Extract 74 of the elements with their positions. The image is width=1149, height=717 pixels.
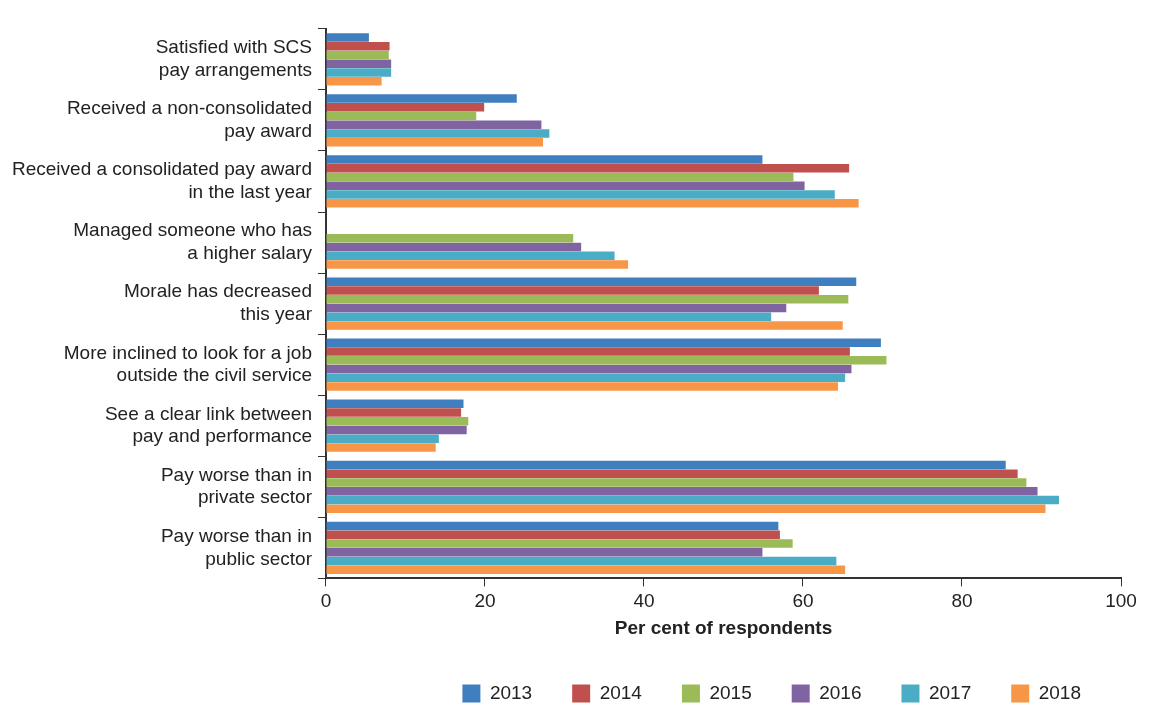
y-tick-label: Morale has decreased this year [123,280,313,325]
bar [326,504,1046,513]
y-tick-label: Satisfied with SCS pay arrangements [155,36,312,80]
bar [326,486,1038,496]
bar [326,190,835,199]
bar [326,242,582,252]
bar [326,417,469,426]
bar [326,41,390,51]
bar [326,478,1027,487]
y-tick-label: See a clear link between pay and performance [104,402,312,447]
bar [326,425,467,435]
bar [326,111,477,121]
bar [326,155,763,164]
bar [326,460,1006,470]
bar [326,565,846,574]
bar [326,408,462,417]
y-tick-label: Received a non-consolidated pay award [66,97,312,142]
bar [326,338,881,348]
bar [326,76,382,86]
bar [326,164,850,173]
bar [326,539,793,548]
bar [326,120,542,130]
bar [326,556,837,566]
y-tick-label: Pay worse than in private sector [160,463,313,508]
y-tick-label: Pay worse than in public sector [160,524,313,569]
legend-label: 2017 [928,681,972,703]
bar [326,312,772,321]
bar [326,286,819,295]
bar [326,294,849,304]
bar [326,530,780,539]
bar [326,50,389,60]
bar [326,434,439,444]
x-tick-label: 80 [951,590,973,612]
bar [326,373,846,383]
bar [326,399,464,409]
bar [326,181,805,191]
legend-label: 2018 [1038,681,1082,703]
x-tick-label: 40 [633,590,655,612]
bar [326,443,436,452]
legend-label: 2013 [489,681,533,703]
bar [326,68,392,77]
x-tick-label: 20 [474,590,496,612]
bar [326,303,787,313]
y-tick-label: Received a consolidated pay award in the last year [12,158,313,203]
x-axis-title: Per cent of respondents [614,616,833,638]
bar [326,495,1059,505]
bar [326,59,392,68]
bar [326,233,574,243]
bar [326,277,857,286]
y-tick-label: More inclined to look for a job outside the civil service [63,341,312,386]
bar [326,469,1018,478]
bar [326,548,763,557]
bar [326,33,369,42]
x-tick-label: 60 [792,590,814,612]
legend-label: 2016 [819,681,862,703]
legend-label: 2014 [599,681,643,703]
bar [326,321,843,330]
bar [326,103,485,112]
bar [326,356,887,365]
bar [326,94,517,103]
bar [326,251,615,260]
bar [326,382,838,391]
bar [326,172,794,182]
bar [326,260,629,269]
bar [326,199,859,208]
legend-label: 2015 [709,681,752,703]
bar [326,129,550,138]
bar [326,347,850,356]
x-tick-label: 0 [320,590,332,612]
bar [326,521,779,531]
bar [326,138,544,147]
x-tick-label: 100 [1105,590,1137,612]
bar [326,364,852,374]
y-tick-label: Managed someone who has a higher salary [73,219,313,264]
